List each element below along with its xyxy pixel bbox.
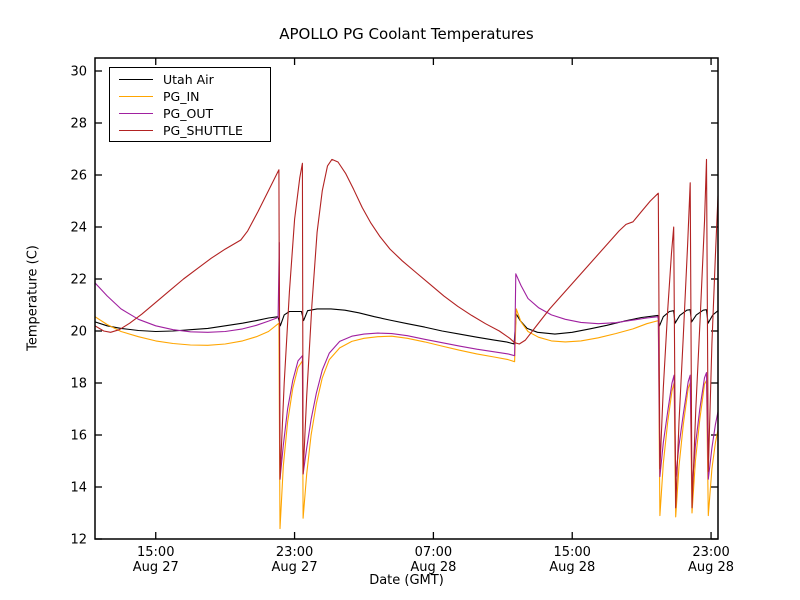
series-line-pg-out bbox=[94, 242, 719, 491]
series-line-pg-shuttle bbox=[94, 158, 719, 509]
y-axis-label: Temperature (C) bbox=[25, 245, 41, 351]
legend-line-swatch bbox=[119, 96, 153, 97]
svg-text:20: 20 bbox=[70, 325, 87, 340]
svg-text:07:00: 07:00 bbox=[415, 545, 452, 560]
svg-text:Aug 28: Aug 28 bbox=[410, 560, 456, 575]
svg-text:26: 26 bbox=[70, 169, 87, 184]
svg-text:28: 28 bbox=[70, 117, 87, 132]
svg-text:16: 16 bbox=[70, 429, 87, 444]
svg-text:30: 30 bbox=[70, 65, 87, 80]
y-axis-ticks bbox=[95, 70, 718, 540]
x-axis-ticks bbox=[155, 58, 712, 539]
legend-label: Utah Air bbox=[163, 72, 214, 87]
legend-label: PG_IN bbox=[163, 89, 200, 104]
legend-line-swatch bbox=[119, 113, 153, 114]
legend: Utah Air PG_IN PG_OUT PG_SHUTTLE bbox=[109, 67, 271, 142]
svg-text:23:00: 23:00 bbox=[276, 545, 313, 560]
legend-item-utah-air: Utah Air bbox=[110, 71, 270, 88]
svg-text:Aug 27: Aug 27 bbox=[133, 560, 179, 575]
svg-text:18: 18 bbox=[70, 377, 87, 392]
series-line-utah-air bbox=[94, 308, 719, 345]
legend-item-pg-shuttle: PG_SHUTTLE bbox=[110, 122, 270, 139]
svg-text:22: 22 bbox=[70, 273, 87, 288]
svg-text:15:00: 15:00 bbox=[553, 545, 590, 560]
svg-text:14: 14 bbox=[70, 481, 87, 496]
legend-item-pg-out: PG_OUT bbox=[110, 105, 270, 122]
series-line-pg-in bbox=[94, 308, 719, 530]
svg-text:12: 12 bbox=[70, 533, 87, 548]
x-axis-label: Date (GMT) bbox=[369, 573, 444, 588]
svg-text:Aug 28: Aug 28 bbox=[549, 560, 595, 575]
svg-text:24: 24 bbox=[70, 221, 87, 236]
legend-line-swatch bbox=[119, 79, 153, 80]
legend-label: PG_OUT bbox=[163, 106, 214, 121]
legend-item-pg-in: PG_IN bbox=[110, 88, 270, 105]
chart-title: APOLLO PG Coolant Temperatures bbox=[279, 25, 534, 43]
svg-text:15:00: 15:00 bbox=[137, 545, 174, 560]
plot-border bbox=[94, 57, 719, 540]
legend-line-swatch bbox=[119, 130, 153, 131]
series-lines bbox=[94, 158, 719, 530]
svg-text:Aug 27: Aug 27 bbox=[272, 560, 318, 575]
legend-label: PG_SHUTTLE bbox=[163, 123, 243, 138]
y-tick-labels: 12 14 16 18 20 22 24 26 28 30 bbox=[70, 65, 87, 548]
svg-text:23:00: 23:00 bbox=[692, 545, 729, 560]
svg-text:Aug 28: Aug 28 bbox=[688, 560, 734, 575]
